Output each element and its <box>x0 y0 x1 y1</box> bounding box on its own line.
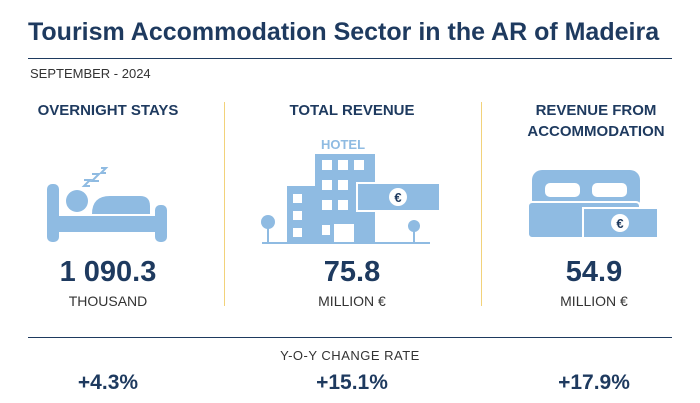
hotel-icon: HOTEL € <box>261 137 441 244</box>
change-title: Y-O-Y CHANGE RATE <box>280 348 420 363</box>
kpi-unit: MILLION € <box>318 293 386 309</box>
kpi-unit: THOUSAND <box>68 293 148 309</box>
bed-icon <box>47 167 167 242</box>
column-divider <box>224 102 225 306</box>
kpi-label: OVERNIGHT STAYS <box>37 102 179 119</box>
kpi-value: 1 090.3 <box>59 256 157 288</box>
divider <box>28 58 672 59</box>
currency-symbol: € <box>394 190 401 205</box>
kpi-change: +15.1% <box>316 371 388 394</box>
kpi-label: REVENUE FROM ACCOMMODATION <box>527 102 665 140</box>
kpi-label: TOTAL REVENUE <box>289 102 415 119</box>
kpi-unit: MILLION € <box>560 293 628 309</box>
divider <box>28 337 672 338</box>
hotel-sign: HOTEL <box>321 137 365 152</box>
title: Tourism Accommodation Sector in the AR o… <box>28 18 660 46</box>
kpi-value: 75.8 <box>323 256 381 288</box>
kpi-change: +4.3% <box>77 371 139 394</box>
column-divider <box>481 102 482 306</box>
subtitle: SEPTEMBER - 2024 <box>30 66 151 81</box>
kpi-change: +17.9% <box>558 371 630 394</box>
double-bed-icon: € <box>527 170 659 239</box>
kpi-value: 54.9 <box>565 256 623 288</box>
currency-symbol: € <box>616 216 623 231</box>
